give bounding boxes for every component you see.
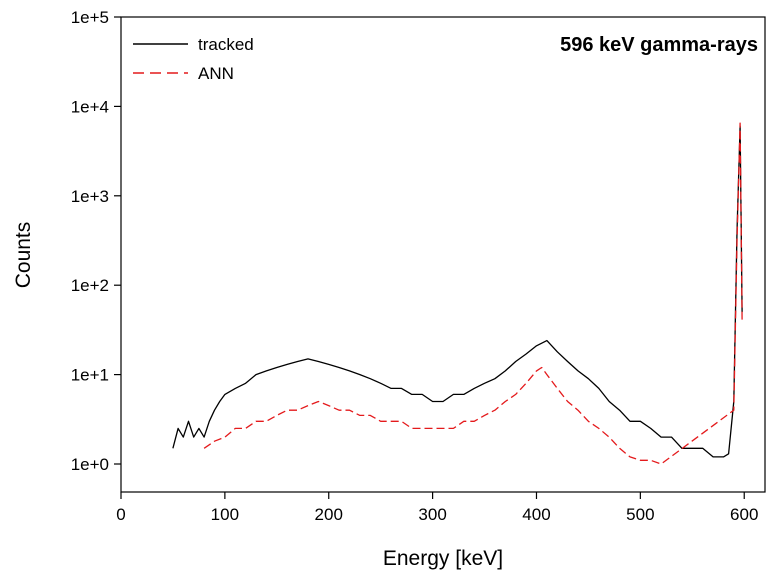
x-tick-label: 0 [116,505,125,524]
x-axis-title: Energy [keV] [383,547,503,570]
x-axis: 0 100 200 300 400 500 600 [116,492,758,524]
x-tick-label: 300 [418,505,446,524]
series-line-ann [203,122,743,465]
x-tick-label: 200 [315,505,343,524]
x-tick-label: 400 [522,505,550,524]
y-tick-label: 1e+1 [71,366,109,385]
x-tick-label: 600 [730,505,758,524]
plot-lines [172,122,743,465]
y-tick-label: 1e+2 [71,276,109,295]
y-tick-label: 1e+0 [71,455,109,474]
y-tick-label: 1e+4 [71,97,109,116]
series-line-tracked [172,125,743,458]
y-axis-title: Counts [12,222,35,289]
y-tick-label: 1e+5 [71,8,109,27]
plot-frame [120,16,766,493]
x-tick-label: 100 [211,505,239,524]
chart-annotation: 596 keV gamma-rays [560,34,758,56]
y-axis: 1e+0 1e+1 1e+2 1e+3 1e+4 1e+5 [71,8,121,474]
legend: tracked ANN [133,35,254,83]
y-tick-label: 1e+3 [71,187,109,206]
legend-label-ann: ANN [198,64,234,83]
legend-label-tracked: tracked [198,35,254,54]
x-tick-label: 500 [626,505,654,524]
